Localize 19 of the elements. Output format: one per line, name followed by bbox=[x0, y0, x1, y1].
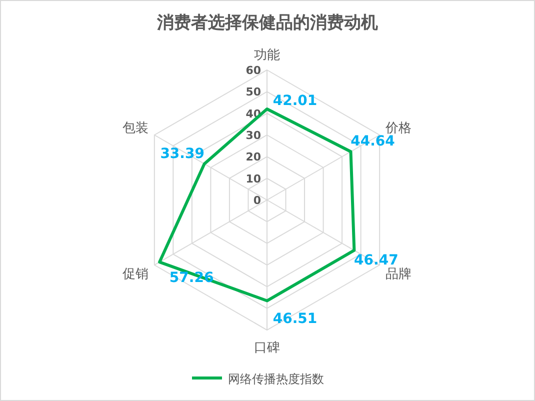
data-label: 33.39 bbox=[160, 146, 204, 162]
chart-title: 消费者选择保健品的消费动机 bbox=[156, 13, 378, 33]
y-tick-label: 0 bbox=[253, 194, 262, 207]
spoke-label: 包装 bbox=[122, 120, 148, 136]
spoke-label: 口碑 bbox=[254, 340, 280, 356]
spoke-label: 价格 bbox=[384, 120, 412, 136]
y-tick-label: 10 bbox=[246, 172, 262, 186]
y-tick-label: 50 bbox=[246, 86, 262, 99]
data-label: 46.51 bbox=[272, 310, 318, 327]
legend-label: 网络传播热度指数 bbox=[228, 372, 324, 386]
data-label: 46.47 bbox=[354, 252, 398, 268]
data-label: 42.01 bbox=[272, 92, 318, 109]
spoke-label: 功能 bbox=[254, 48, 280, 63]
y-tick-label: 60 bbox=[246, 64, 262, 77]
y-tick-label: 30 bbox=[246, 129, 262, 142]
spoke-label: 品牌 bbox=[386, 267, 412, 282]
data-label: 44.64 bbox=[350, 134, 396, 150]
spoke-label: 促销 bbox=[122, 267, 148, 282]
y-tick-label: 20 bbox=[246, 150, 262, 164]
